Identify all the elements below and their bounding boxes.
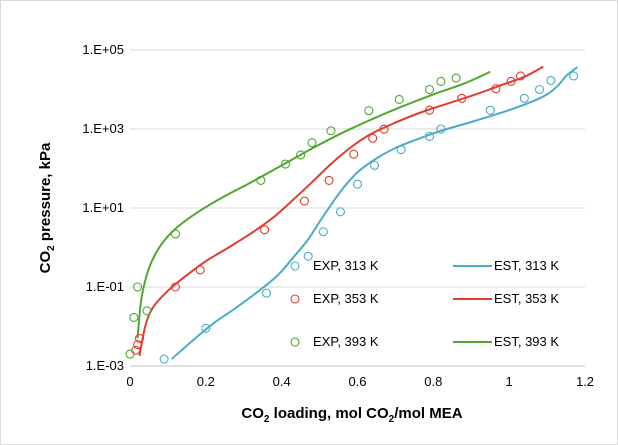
legend-label: EXP, 313 K: [313, 258, 379, 273]
data-point: [394, 94, 404, 104]
data-point: [436, 76, 446, 86]
plot-area: [125, 65, 579, 364]
x-tick-label: 0: [126, 374, 133, 389]
data-point: [515, 71, 526, 81]
data-point: [195, 265, 205, 275]
grid: [130, 49, 585, 367]
data-point: [335, 207, 345, 217]
y-axis-title: CO2 pressure, kPa: [37, 142, 57, 273]
data-point: [370, 160, 380, 170]
y-tick-label: 1.E-03: [86, 358, 124, 373]
data-point: [296, 150, 306, 160]
data-point: [424, 105, 435, 115]
x-tick-label: 0.6: [348, 374, 366, 389]
legend-label: EST, 313 K: [494, 258, 559, 273]
data-point: [352, 179, 363, 189]
data-point: [303, 251, 313, 261]
data-point: [368, 133, 378, 143]
data-point: [546, 75, 556, 85]
legend-label: EST, 393 K: [494, 334, 559, 349]
y-tick-label: 1.E+01: [82, 200, 124, 215]
data-point: [261, 288, 272, 298]
x-tick-label: 0.8: [424, 374, 442, 389]
x-tick-label: 1.2: [576, 374, 594, 389]
data-point: [349, 149, 359, 159]
data-point: [424, 84, 435, 95]
data-point: [133, 339, 143, 350]
x-axis-title: CO2 loading, mol CO2/mol MEA: [241, 405, 462, 425]
data-point: [569, 71, 579, 81]
x-tick-label: 1: [506, 374, 513, 389]
data-point: [129, 312, 139, 322]
data-point: [485, 105, 495, 115]
legend-label: EST, 353 K: [494, 291, 559, 306]
data-point: [201, 323, 211, 333]
data-point: [170, 229, 181, 239]
data-point: [519, 93, 529, 103]
data-point: [256, 175, 266, 185]
y-tick-label: 1.E-01: [86, 279, 124, 294]
data-point: [133, 282, 143, 292]
data-point: [260, 225, 270, 235]
data-point: [280, 159, 291, 169]
series-line: [136, 70, 491, 339]
legend-marker: [290, 261, 300, 271]
data-point: [506, 76, 516, 86]
legend: EXP, 313 K EXP, 353 K EXP, 393 K EST, 313 K…: [290, 258, 559, 349]
data-point: [534, 84, 545, 95]
data-point: [364, 106, 374, 116]
data-point: [318, 227, 328, 237]
data-point: [125, 349, 135, 359]
legend-label: EXP, 393 K: [313, 334, 379, 349]
y-tick-label: 1.E+05: [82, 42, 124, 57]
data-point: [170, 282, 181, 292]
series-line: [138, 65, 544, 357]
data-point: [379, 124, 389, 134]
tick-labels: 1.E-03 1.E-01 1.E+01 1.E+03 1.E+05 0 0.2 0.4 0.6…: [82, 42, 594, 389]
legend-label: EXP, 353 K: [313, 291, 379, 306]
data-point: [159, 354, 169, 364]
data-point: [324, 175, 334, 185]
data-point: [451, 73, 461, 83]
data-point: [299, 196, 309, 206]
data-point: [457, 93, 467, 103]
data-point: [424, 131, 435, 141]
data-point: [307, 138, 317, 148]
legend-marker: [290, 294, 300, 304]
x-tick-label: 0.4: [273, 374, 291, 389]
data-point: [491, 84, 501, 94]
x-tick-label: 0.2: [197, 374, 215, 389]
data-point: [436, 124, 446, 134]
data-point: [142, 306, 152, 316]
legend-marker: [290, 337, 300, 347]
y-tick-label: 1.E+03: [82, 121, 124, 136]
data-point: [134, 333, 145, 343]
series-line: [171, 66, 578, 360]
data-point: [396, 145, 406, 155]
data-point: [326, 126, 336, 136]
